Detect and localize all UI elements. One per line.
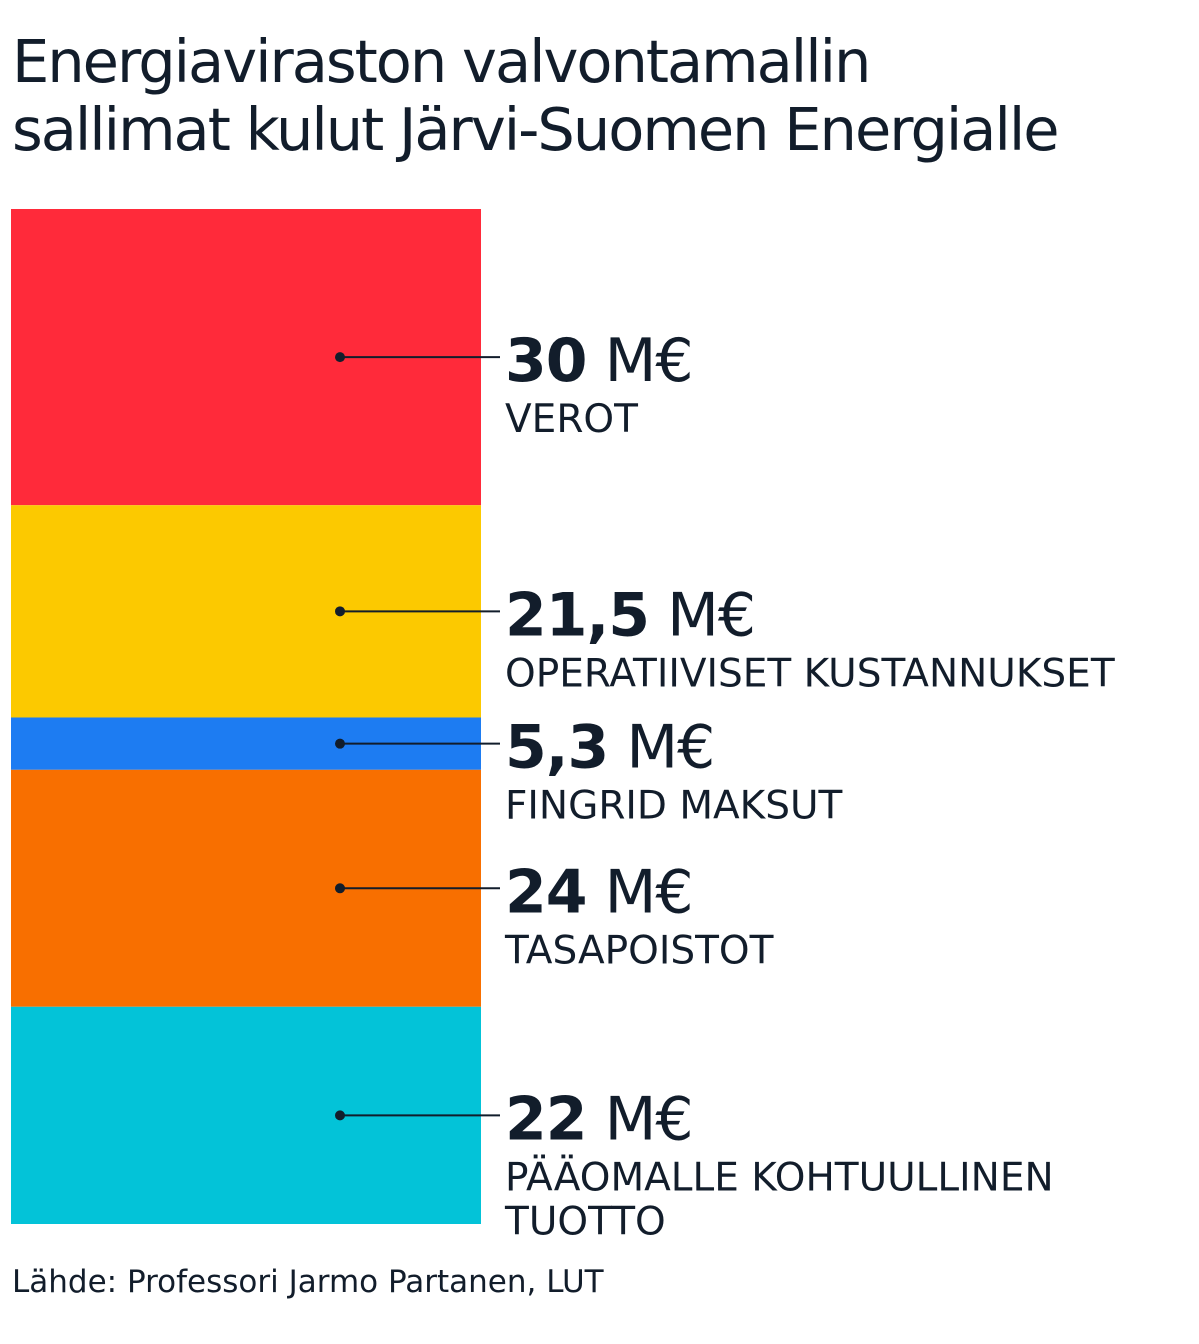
chart-title: Energiaviraston valvontamallin sallimat … — [12, 28, 1197, 164]
category-label: PÄÄOMALLE KOHTUULLINEN — [505, 1154, 1054, 1200]
category-label: TASAPOISTOT — [504, 928, 774, 973]
leader-dot — [335, 1110, 345, 1121]
leader-dot — [335, 738, 345, 749]
category-label: TUOTTO — [504, 1199, 666, 1244]
segment-group: 21,5 M€OPERATIIVISET KUSTANNUKSET — [11, 505, 1115, 718]
chart-title-line-2: sallimat kulut Järvi-Suomen Energialle — [12, 95, 1060, 164]
value-label: 5,3 M€ — [505, 713, 714, 783]
segment-group: 24 M€TASAPOISTOT — [11, 769, 774, 1007]
leader-dot — [335, 352, 345, 363]
segment-group: 5,3 M€FINGRID MAKSUT — [11, 713, 843, 829]
value-label: 22 M€ — [505, 1084, 693, 1154]
category-label: OPERATIIVISET KUSTANNUKSET — [505, 651, 1115, 696]
category-label: FINGRID MAKSUT — [505, 784, 843, 829]
chart-title-line-1: Energiaviraston valvontamallin — [12, 27, 871, 96]
value-label: 24 M€ — [505, 857, 693, 927]
source-note: Lähde: Professori Jarmo Partanen, LUT — [12, 1264, 604, 1300]
segment-group: 30 M€VEROT — [11, 209, 694, 506]
leader-dot — [335, 606, 345, 617]
value-label: 30 M€ — [505, 326, 693, 396]
leader-dot — [335, 883, 345, 894]
category-label: VEROT — [505, 397, 638, 442]
value-label: 21,5 M€ — [505, 580, 755, 650]
